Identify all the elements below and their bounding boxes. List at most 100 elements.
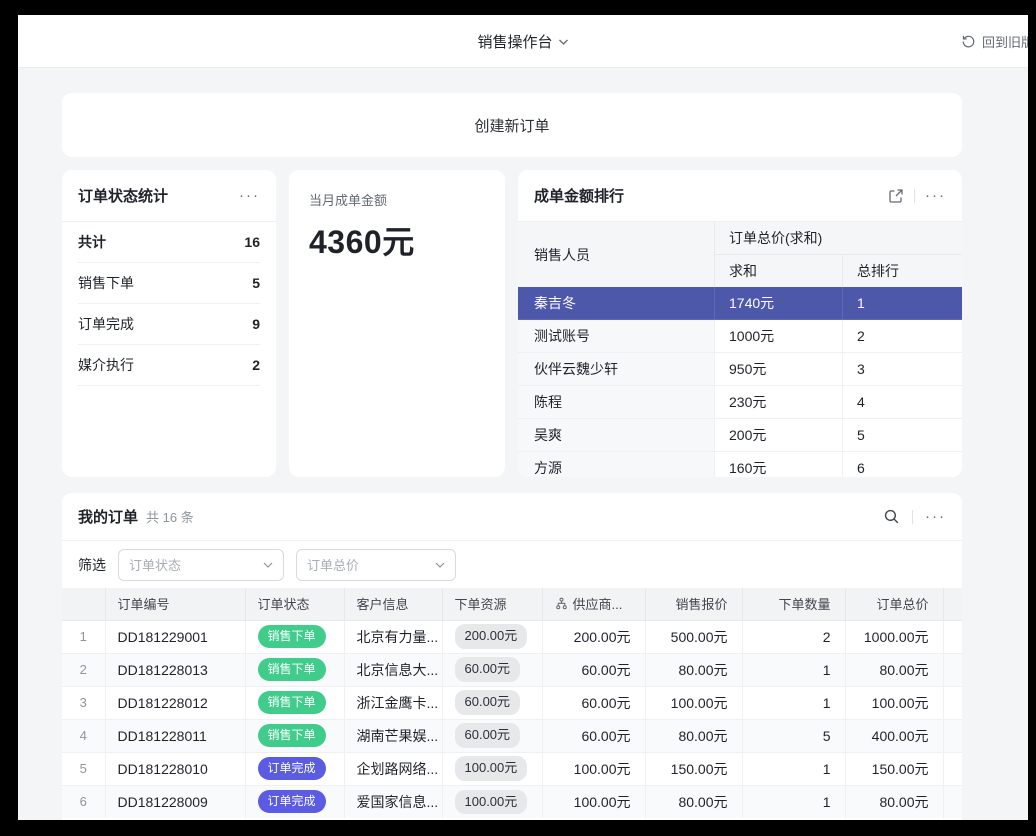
status-value: 2 [252,357,260,373]
ranking-row[interactable]: 吴爽 200元 5 [518,419,962,452]
salesperson-name: 测试账号 [518,320,715,353]
order-row[interactable]: 3 DD181228012 销售下单 浙江金鹰卡... 60.00元 60.00… [62,685,962,720]
restore-icon [961,34,976,49]
row-number: 6 [62,784,106,819]
filter-label: 筛选 [78,556,106,573]
customer-info: 北京信息大... [343,652,443,687]
org-relation-icon [555,597,568,610]
ranking-row[interactable]: 伙伴云魏少轩 950元 3 [518,353,962,386]
select-placeholder: 订单总价 [307,558,360,573]
back-label: 回到旧版 [981,35,1028,50]
card-actions: ··· [888,188,946,204]
rank-value: 6 [843,452,962,477]
order-id: DD181228011 [104,718,246,753]
order-id: DD181228010 [104,751,246,786]
supplier-quote: 60.00元 [541,685,646,720]
sum-value: 1000元 [715,320,843,353]
order-quantity: 1 [741,652,846,687]
resource-badge: 100.00元 [454,789,528,814]
more-menu-icon[interactable]: ··· [925,187,946,204]
orders-table: 订单编号 订单状态 客户信息 下单资源 [62,587,962,819]
col-order-id[interactable]: 订单编号 [104,587,246,621]
supplier-quote: 100.00元 [541,751,646,786]
create-order-label: 创建新订单 [474,117,550,135]
status-row: 共计 16 [78,222,260,263]
status-label: 媒介执行 [78,357,134,373]
order-id: DD181228009 [104,784,246,819]
status-badge: 订单完成 [257,757,326,780]
more-menu-icon[interactable]: ··· [239,187,260,204]
salesperson-name: 吴爽 [518,419,715,452]
salesperson-name: 方源 [518,452,715,477]
card-header: 成单金额排行 ··· [518,170,962,222]
sum-value: 950元 [715,353,843,386]
resource-cell: 60.00元 [441,718,543,753]
workspace-switcher[interactable]: 销售操作台 [477,15,568,68]
page-title: 销售操作台 [477,34,553,51]
col-quantity[interactable]: 下单数量 [741,587,846,621]
order-total-filter-select[interactable]: 订单总价 [296,548,456,581]
my-orders-card: 我的订单 共 16 条 ··· 筛选 订单状态 [62,493,962,820]
order-total: 80.00元 [844,652,944,687]
filler-cell [942,685,962,720]
order-row[interactable]: 4 DD181228011 销售下单 湖南芒果娱... 60.00元 60.00… [62,718,962,753]
col-sum: 求和 [715,255,843,287]
order-status-stats-card: 订单状态统计 ··· 共计 16 销售下单 5 订单完成 9 媒介执行 2 [62,170,276,477]
filler-cell [942,619,962,654]
status-badge: 订单完成 [257,790,326,814]
card-header: 我的订单 共 16 条 ··· [62,493,962,541]
supplier-quote: 200.00元 [541,619,646,654]
resource-cell: 60.00元 [441,652,543,687]
ranking-table-header: 销售人员 订单总价(求和) 求和 总排行 [518,222,962,287]
order-id: DD181228013 [104,652,246,687]
col-resource[interactable]: 下单资源 [441,587,543,621]
customer-info: 爱国家信息... [343,784,443,819]
col-quote[interactable]: 销售报价 [644,587,743,621]
back-to-old-version-button[interactable]: 回到旧版 [961,15,1028,68]
status-badge: 销售下单 [257,691,326,714]
amount-value: 4360元 [309,224,415,260]
order-row[interactable]: 1 DD181229001 销售下单 北京有力量... 200.00元 200.… [62,619,962,654]
card-header: 订单状态统计 ··· [62,170,276,222]
order-row[interactable]: 5 DD181228010 订单完成 企划路网络... 100.00元 100.… [62,751,962,786]
row-number: 5 [62,751,106,786]
status-badge: 销售下单 [257,724,326,747]
order-row[interactable]: 6 DD181228009 订单完成 爱国家信息... 100.00元 100.… [62,784,962,819]
row-number: 4 [62,718,106,753]
card-actions: ··· [883,508,946,525]
rank-value: 4 [843,386,962,419]
ranking-row[interactable]: 方源 160元 6 [518,452,962,477]
sales-quote: 80.00元 [644,718,743,753]
col-total[interactable]: 订单总价 [844,587,944,621]
order-status-filter-select[interactable]: 订单状态 [118,548,284,581]
more-menu-icon[interactable]: ··· [925,508,946,525]
open-external-icon[interactable] [888,188,904,204]
order-quantity: 5 [741,718,846,753]
ranking-row[interactable]: 秦吉冬 1740元 1 [518,287,962,320]
supplier-quote: 100.00元 [541,784,646,819]
sum-value: 230元 [715,386,843,419]
status-list: 共计 16 销售下单 5 订单完成 9 媒介执行 2 [62,222,276,386]
chevron-down-icon [263,562,273,568]
col-customer[interactable]: 客户信息 [343,587,443,621]
search-icon[interactable] [883,508,900,525]
ranking-row[interactable]: 陈程 230元 4 [518,386,962,419]
order-total: 100.00元 [844,685,944,720]
order-row[interactable]: 2 DD181228013 销售下单 北京信息大... 60.00元 60.00… [62,652,962,687]
ranking-row[interactable]: 测试账号 1000元 2 [518,320,962,353]
resource-cell: 100.00元 [441,784,543,819]
record-count: 共 16 条 [146,510,194,525]
col-order-status[interactable]: 订单状态 [244,587,345,621]
resource-badge: 60.00元 [454,657,521,682]
create-order-button[interactable]: 创建新订单 [62,93,962,157]
col-supplier[interactable]: 供应商... [541,587,646,621]
order-total: 1000.00元 [844,619,944,654]
sales-quote: 80.00元 [644,652,743,687]
order-quantity: 1 [741,784,846,819]
divider [912,509,913,524]
filler-cell [942,718,962,753]
orders-title-wrap: 我的订单 共 16 条 [78,506,194,527]
status-value: 9 [252,316,260,332]
order-status-cell: 销售下单 [244,685,345,720]
rank-value: 3 [843,353,962,386]
